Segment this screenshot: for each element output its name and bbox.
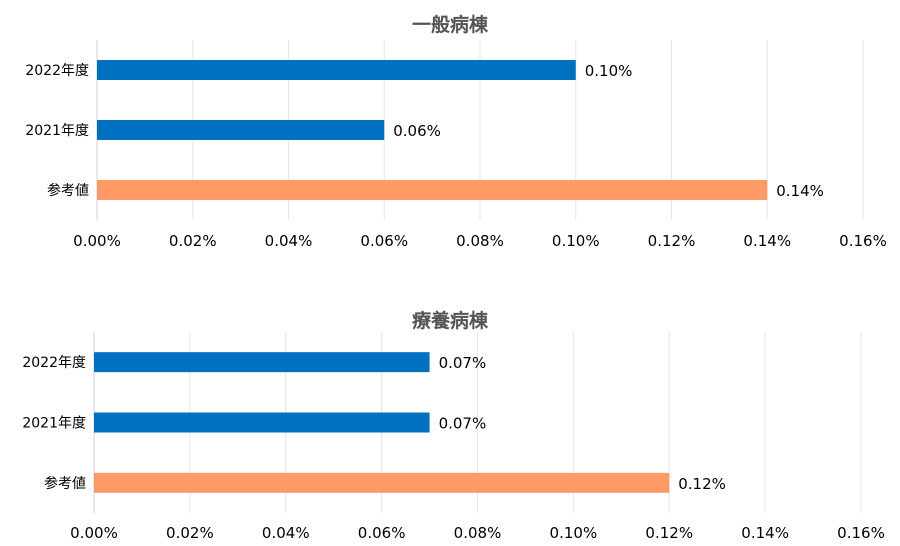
x-tick-label: 0.08%	[454, 524, 502, 542]
x-tick-label: 0.14%	[741, 524, 789, 542]
bar	[97, 60, 576, 80]
x-tick-label: 0.12%	[648, 232, 696, 250]
x-tick-label: 0.16%	[837, 524, 885, 542]
chart-long-term-care-ward: 療養病棟 0.00% 0.02% 0.04% 0.06% 0.08% 0.10% 0.12%…	[0, 290, 900, 546]
x-tick-label: 0.10%	[550, 524, 598, 542]
x-tick-label: 0.00%	[73, 232, 121, 250]
data-label: 0.07%	[439, 415, 487, 433]
x-tick-label: 0.12%	[645, 524, 693, 542]
bar	[94, 412, 430, 433]
data-label: 0.06%	[393, 122, 441, 140]
data-label: 0.10%	[585, 62, 633, 80]
x-tick-label: 0.06%	[360, 232, 408, 250]
chart-title: 一般病棟	[411, 14, 488, 36]
x-tick-label: 0.04%	[265, 232, 313, 250]
x-tick-label: 0.02%	[169, 232, 217, 250]
bar-chart-plot: 0.00% 0.02% 0.04% 0.06% 0.08% 0.10% 0.12% 0.14%…	[22, 332, 885, 542]
x-tick-label: 0.14%	[743, 232, 791, 250]
category-label: 2022年度	[22, 355, 86, 371]
x-tick-label: 0.04%	[262, 524, 310, 542]
x-tick-label: 0.02%	[166, 524, 214, 542]
x-tick-label: 0.06%	[358, 524, 406, 542]
bar	[94, 472, 670, 493]
x-tick-label: 0.00%	[70, 524, 118, 542]
chart-title: 療養病棟	[411, 310, 488, 332]
data-label: 0.07%	[439, 354, 487, 372]
x-tick-label: 0.08%	[456, 232, 504, 250]
bar	[97, 180, 768, 200]
category-label: 2022年度	[25, 63, 89, 79]
x-tick-label: 0.16%	[839, 232, 887, 250]
category-label: 参考値	[47, 182, 89, 199]
data-label: 0.14%	[776, 182, 824, 200]
bar	[97, 120, 385, 140]
x-tick-label: 0.10%	[552, 232, 600, 250]
category-label: 2021年度	[22, 416, 86, 432]
bar	[94, 352, 430, 373]
category-label: 参考値	[44, 475, 86, 492]
chart-general-ward: 一般病棟 0.00% 0.02% 0.04% 0.06% 0.08% 0.10% 0.12%…	[0, 0, 900, 270]
bar-chart-plot: 0.00% 0.02% 0.04% 0.06% 0.08% 0.10% 0.12% 0.14%…	[25, 40, 887, 250]
category-label: 2021年度	[25, 123, 89, 139]
data-label: 0.12%	[678, 475, 726, 493]
